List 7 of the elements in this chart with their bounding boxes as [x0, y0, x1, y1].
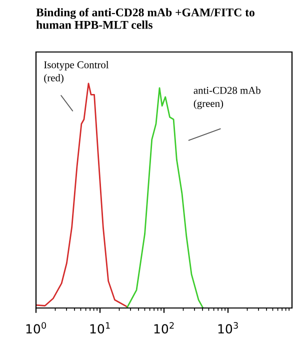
x-tick-label: 10$^{1}$: [90, 322, 110, 334]
x-tick-label: 10$^{2}$: [154, 322, 174, 334]
x-tick-label: 10$^{3}$: [218, 322, 238, 334]
annotation: anti-CD28 mAb (green): [194, 86, 260, 110]
annotation: Isotype Control (red): [44, 60, 109, 84]
chart-title: Binding of anti-CD28 mAb +GAM/FITC to human HPB-MLT cells: [36, 8, 254, 29]
x-tick-label: 10$^{0}$: [26, 322, 46, 334]
